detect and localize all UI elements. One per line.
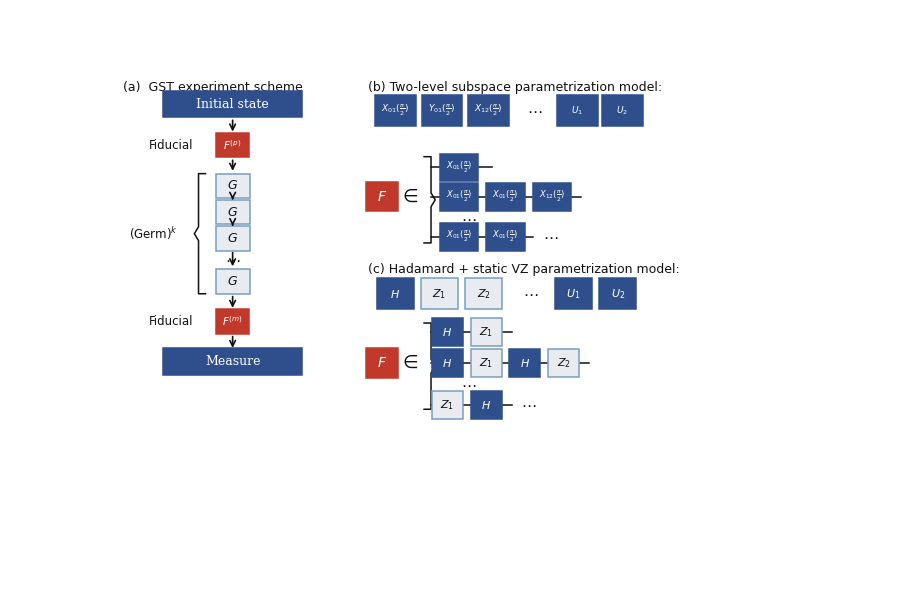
FancyBboxPatch shape: [163, 91, 302, 118]
FancyBboxPatch shape: [555, 278, 592, 309]
Text: $\in$: $\in$: [399, 354, 418, 372]
Text: $Z_1$: $Z_1$: [479, 356, 493, 370]
Text: $\cdots$: $\cdots$: [462, 211, 477, 226]
FancyBboxPatch shape: [216, 173, 249, 198]
Text: $H$: $H$: [481, 398, 491, 410]
Text: $Z_1$: $Z_1$: [440, 398, 454, 412]
FancyBboxPatch shape: [471, 391, 501, 419]
Text: $F$: $F$: [377, 356, 387, 370]
Text: $\cdots$: $\cdots$: [527, 103, 543, 118]
FancyBboxPatch shape: [216, 226, 249, 251]
FancyBboxPatch shape: [439, 223, 478, 251]
Text: $X_{01}(\frac{\pi}{2})$: $X_{01}(\frac{\pi}{2})$: [446, 160, 472, 175]
FancyBboxPatch shape: [486, 223, 525, 251]
Text: $U_2$: $U_2$: [611, 287, 625, 301]
Text: $Z_2$: $Z_2$: [477, 287, 490, 301]
Text: $U_2$: $U_2$: [616, 104, 628, 117]
Text: $\in$: $\in$: [399, 188, 418, 206]
Text: $X_{01}(\frac{\pi}{2})$: $X_{01}(\frac{\pi}{2})$: [382, 103, 410, 118]
FancyBboxPatch shape: [366, 182, 399, 211]
Text: $X_{12}(\frac{\pi}{2})$: $X_{12}(\frac{\pi}{2})$: [539, 189, 565, 204]
FancyBboxPatch shape: [439, 183, 478, 211]
FancyBboxPatch shape: [548, 349, 579, 377]
Text: $Y_{01}(\frac{\pi}{2})$: $Y_{01}(\frac{\pi}{2})$: [428, 103, 455, 118]
Text: $\cdots$: $\cdots$: [523, 286, 539, 301]
Text: $Z_2$: $Z_2$: [556, 356, 571, 370]
Text: $H$: $H$: [442, 326, 453, 338]
FancyBboxPatch shape: [602, 95, 643, 126]
Text: (c) Hadamard + static VZ parametrization model:: (c) Hadamard + static VZ parametrization…: [368, 263, 680, 276]
Text: $F^{(m)}$: $F^{(m)}$: [222, 314, 243, 328]
Text: $Z_1$: $Z_1$: [433, 287, 446, 301]
FancyBboxPatch shape: [439, 154, 478, 181]
Text: $H$: $H$: [520, 357, 530, 369]
FancyBboxPatch shape: [432, 391, 463, 419]
Text: $F^{(p)}$: $F^{(p)}$: [223, 138, 242, 152]
FancyBboxPatch shape: [471, 319, 501, 346]
FancyBboxPatch shape: [471, 349, 501, 377]
FancyBboxPatch shape: [216, 269, 249, 294]
FancyBboxPatch shape: [421, 278, 458, 309]
Text: Initial state: Initial state: [196, 98, 269, 111]
Text: $\cdots$: $\cdots$: [462, 377, 477, 392]
Text: $\cdots$: $\cdots$: [521, 397, 536, 412]
FancyBboxPatch shape: [432, 349, 463, 377]
Text: $H$: $H$: [391, 288, 401, 300]
FancyBboxPatch shape: [216, 309, 249, 334]
Text: (Germ)$^k$: (Germ)$^k$: [130, 225, 178, 242]
FancyBboxPatch shape: [486, 183, 525, 211]
FancyBboxPatch shape: [422, 95, 462, 126]
Text: $H$: $H$: [442, 357, 453, 369]
Text: $U_1$: $U_1$: [572, 104, 583, 117]
FancyBboxPatch shape: [599, 278, 636, 309]
Text: $G$: $G$: [227, 206, 239, 218]
FancyBboxPatch shape: [377, 278, 414, 309]
Text: $F$: $F$: [377, 190, 387, 204]
Text: $\cdots$: $\cdots$: [543, 229, 558, 244]
Text: Fiducial: Fiducial: [148, 315, 193, 328]
FancyBboxPatch shape: [216, 133, 249, 157]
Text: $X_{01}(\frac{\pi}{2})$: $X_{01}(\frac{\pi}{2})$: [446, 229, 472, 244]
Text: $X_{01}(\frac{\pi}{2})$: $X_{01}(\frac{\pi}{2})$: [446, 189, 472, 204]
FancyBboxPatch shape: [465, 278, 502, 309]
Text: $X_{01}(\frac{\pi}{2})$: $X_{01}(\frac{\pi}{2})$: [492, 229, 518, 244]
Text: $X_{01}(\frac{\pi}{2})$: $X_{01}(\frac{\pi}{2})$: [492, 189, 518, 204]
FancyBboxPatch shape: [557, 95, 598, 126]
Text: Fiducial: Fiducial: [148, 139, 193, 152]
Text: $G$: $G$: [227, 179, 239, 193]
Text: $Z_1$: $Z_1$: [479, 325, 493, 339]
FancyBboxPatch shape: [509, 349, 540, 377]
Text: $\cdots$: $\cdots$: [225, 251, 240, 266]
Text: (b) Two-level subspace parametrization model:: (b) Two-level subspace parametrization m…: [368, 81, 662, 94]
FancyBboxPatch shape: [366, 349, 399, 377]
Text: Measure: Measure: [205, 355, 260, 368]
Text: (a)  GST experiment scheme: (a) GST experiment scheme: [122, 81, 302, 94]
Text: $G$: $G$: [227, 232, 239, 245]
Text: $U_1$: $U_1$: [566, 287, 580, 301]
FancyBboxPatch shape: [432, 319, 463, 346]
FancyBboxPatch shape: [533, 183, 572, 211]
FancyBboxPatch shape: [375, 95, 416, 126]
FancyBboxPatch shape: [468, 95, 508, 126]
FancyBboxPatch shape: [163, 349, 302, 374]
Text: $G$: $G$: [227, 275, 239, 288]
Text: $X_{12}(\frac{\pi}{2})$: $X_{12}(\frac{\pi}{2})$: [474, 103, 502, 118]
FancyBboxPatch shape: [216, 200, 249, 224]
